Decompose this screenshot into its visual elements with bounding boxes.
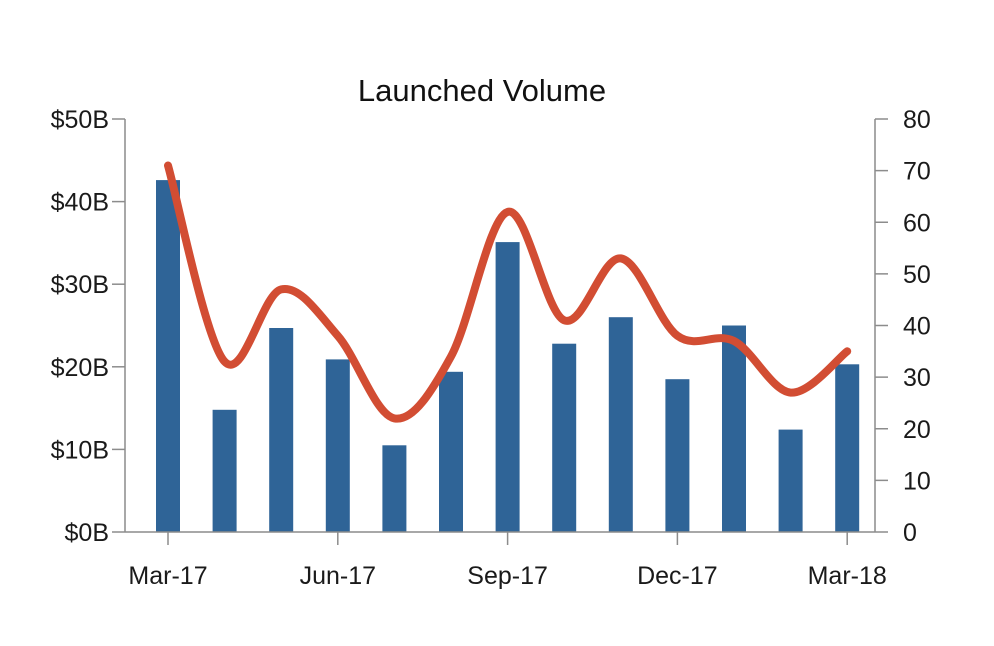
bar-Oct-17 <box>552 343 577 532</box>
bar-Dec-17 <box>665 379 690 532</box>
left-y-tick-label: $0B <box>65 519 109 547</box>
right-y-tick-label: 30 <box>903 364 931 392</box>
right-y-tick-label: 10 <box>903 467 931 495</box>
bar-Jan-18 <box>722 325 746 532</box>
left-y-tick-label: $20B <box>51 354 109 382</box>
right-y-tick-label: 50 <box>903 261 931 289</box>
chart-title: Launched Volume <box>358 73 606 108</box>
x-tick-label: Mar-17 <box>128 562 207 590</box>
bar-Jul-17 <box>382 445 407 532</box>
bar-May-17 <box>269 328 294 532</box>
x-tick-label: Sep-17 <box>467 562 548 590</box>
bar-Sep-17 <box>495 242 520 532</box>
bar-Aug-17 <box>439 371 463 532</box>
right-y-tick-label: 60 <box>903 209 931 237</box>
bar-Mar-17 <box>156 180 180 532</box>
bar-Nov-17 <box>608 317 633 532</box>
bar-Mar-18 <box>835 364 860 532</box>
right-y-tick-label: 70 <box>903 158 931 186</box>
line-layer <box>164 161 852 423</box>
x-tick-label: Mar-18 <box>808 562 887 590</box>
x-tick-label: Dec-17 <box>637 562 718 590</box>
right-y-tick-label: 20 <box>903 416 931 444</box>
right-y-tick-label: 80 <box>903 106 931 134</box>
x-tick-label: Jun-17 <box>300 562 376 590</box>
left-y-tick-label: $40B <box>51 189 109 217</box>
bar-Feb-18 <box>778 429 803 532</box>
bars-layer <box>156 180 860 532</box>
left-y-tick-label: $30B <box>51 271 109 299</box>
axes-layer: $0B $10B $20B $30B $40B $50B 0 10 20 30 40 50 60 70 80… <box>51 106 931 590</box>
right-y-tick-label: 40 <box>903 313 931 341</box>
left-y-tick-label: $50B <box>51 106 109 134</box>
right-y-tick-label: 0 <box>903 519 917 547</box>
left-y-tick-label: $10B <box>51 436 109 464</box>
bar-Jun-17 <box>325 359 350 532</box>
bar-Apr-17 <box>212 409 237 532</box>
count-series-line <box>164 161 852 423</box>
